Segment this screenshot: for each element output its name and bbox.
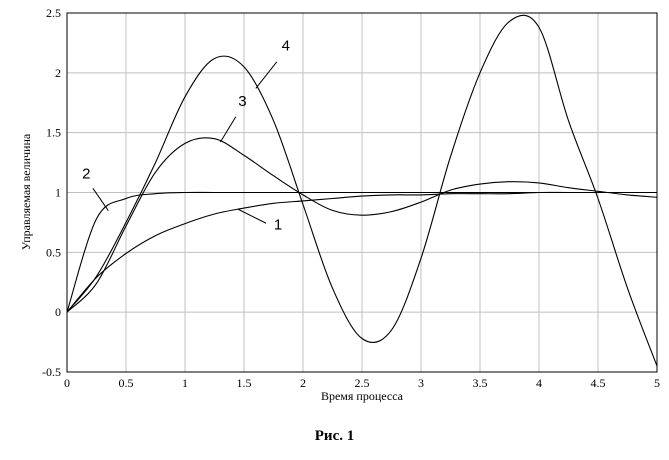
x-tick-label: 4.5	[591, 376, 606, 390]
callout-label-4: 4	[282, 37, 290, 54]
x-tick-label: 1	[182, 376, 188, 390]
y-tick-label: 0	[55, 305, 61, 319]
callout-label-1: 1	[274, 216, 282, 233]
callout-leader-3	[219, 116, 237, 143]
series-line-3	[66, 137, 658, 313]
x-tick-label: 0.5	[119, 376, 134, 390]
x-tick-label: 0	[64, 376, 70, 390]
x-tick-label: 5	[654, 376, 660, 390]
y-tick-label: 2	[55, 66, 61, 80]
x-tick-label: 2	[300, 376, 306, 390]
tick-labels: 0 0.5 1 1.5 2 2.5 3 3.5 4 4.5 5-0.500.511.522.5	[42, 6, 660, 390]
y-tick-label: 1.5	[46, 126, 61, 140]
x-tick-label: 1.5	[237, 376, 252, 390]
callout-leader-2	[92, 188, 109, 211]
x-tick-label: 4	[536, 376, 542, 390]
y-tick-label: 0.5	[46, 245, 61, 259]
series-lines	[66, 14, 658, 367]
series-line-2	[66, 191, 657, 313]
x-tick-label: 3.5	[473, 376, 488, 390]
x-tick-label: 3	[418, 376, 424, 390]
y-axis-label: Управляемая величина	[19, 133, 33, 250]
x-tick-label: 2.5	[355, 376, 370, 390]
callout-leader-4	[255, 61, 278, 89]
callout-leader-1	[237, 208, 267, 224]
y-tick-label: 2.5	[46, 6, 61, 20]
x-axis-label: Время процесса	[321, 389, 404, 403]
figure-caption: Рис. 1	[314, 428, 355, 444]
y-tick-label: 1	[55, 186, 61, 200]
callout-label-2: 2	[82, 166, 90, 183]
line-chart: 0 0.5 1 1.5 2 2.5 3 3.5 4 4.5 5-0.500.511.522.5 12…	[19, 6, 660, 403]
y-tick-label: -0.5	[42, 365, 61, 379]
series-line-4	[66, 14, 658, 367]
callout-label-3: 3	[238, 93, 246, 110]
curve-callouts: 1 2 3 4	[82, 37, 290, 233]
